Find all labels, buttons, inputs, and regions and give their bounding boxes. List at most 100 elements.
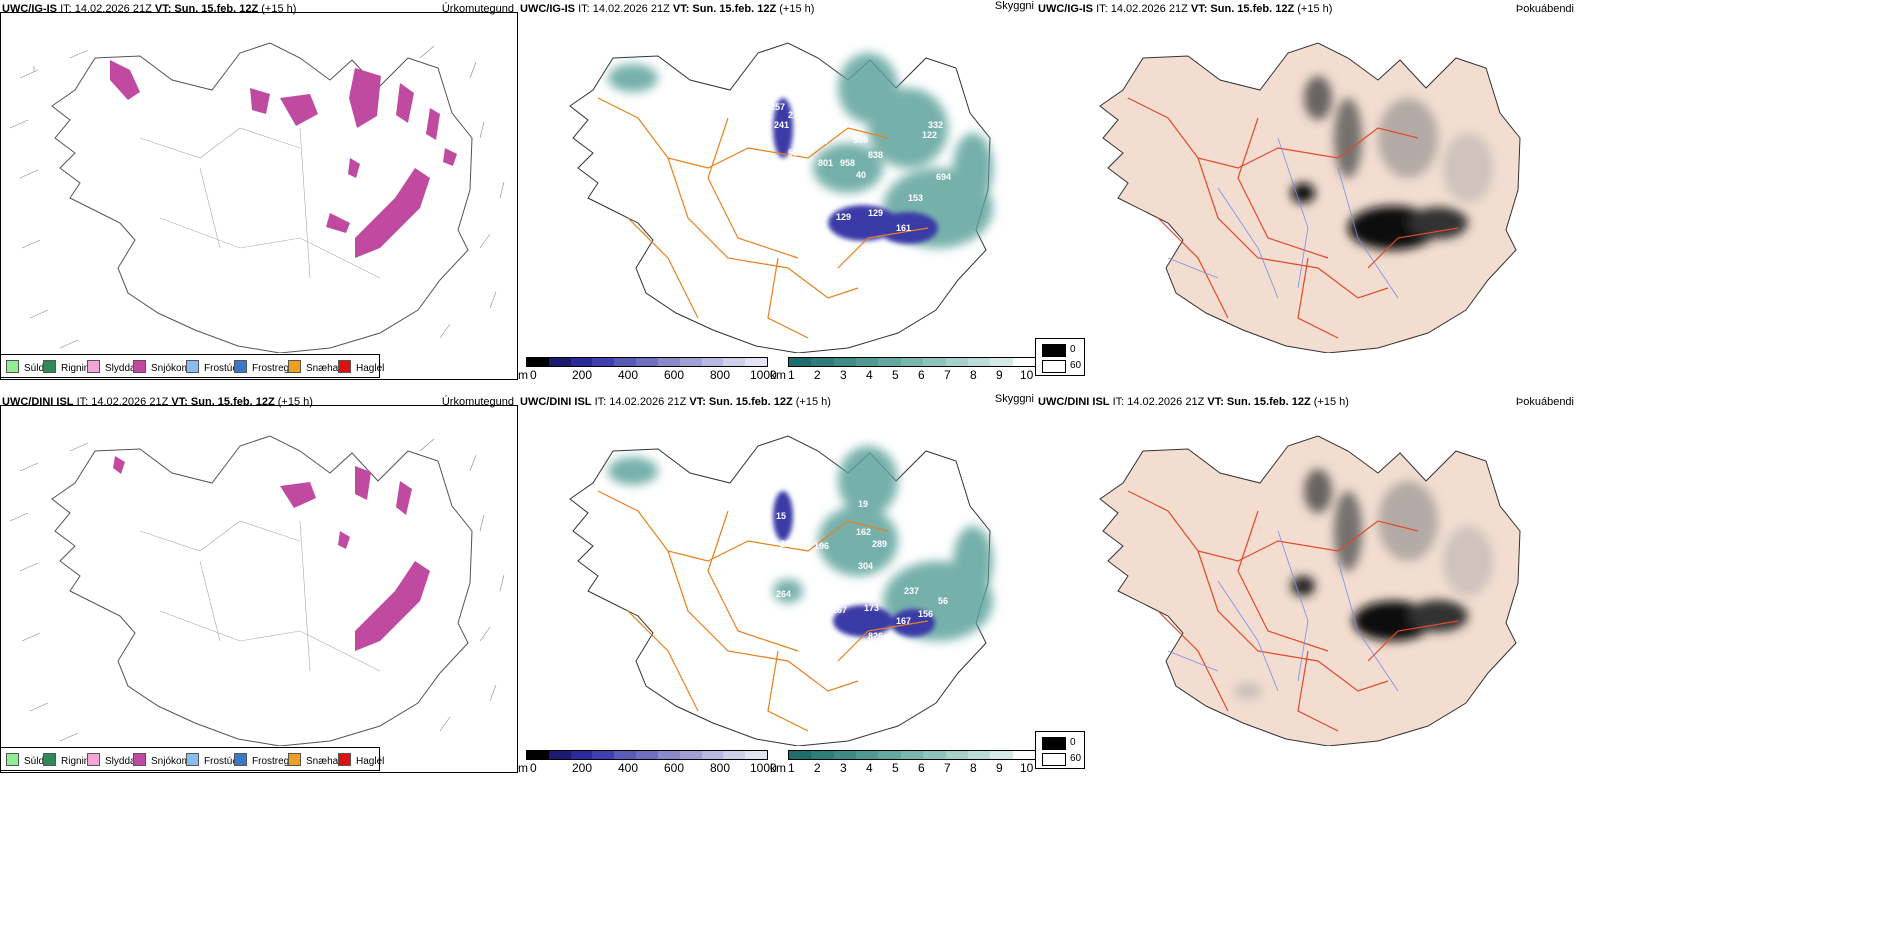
colorbar-segment bbox=[856, 358, 879, 366]
colorbar-segment bbox=[789, 751, 812, 759]
legend-item-snaehagl: Snæhagl bbox=[288, 753, 346, 767]
svg-text:56: 56 bbox=[938, 596, 948, 606]
colorbar-segment bbox=[570, 358, 593, 366]
svg-text:241: 241 bbox=[774, 120, 789, 130]
visibility-unit: km bbox=[770, 368, 786, 380]
fog-areas bbox=[1291, 76, 1493, 250]
svg-text:129: 129 bbox=[836, 212, 851, 222]
fog-legend-bottom: 0 60 bbox=[1035, 731, 1085, 769]
panel-title: UWC/IG-IS IT: 14.02.2026 21Z VT: Sun. 15… bbox=[2, 3, 297, 15]
colorbar-segment bbox=[592, 751, 615, 759]
colorbar-segment bbox=[811, 751, 834, 759]
variable-label: Úrkomutegund bbox=[441, 396, 514, 408]
svg-text:826: 826 bbox=[868, 631, 883, 641]
colorbar-segment bbox=[1012, 751, 1035, 759]
colorbar-segment bbox=[527, 751, 549, 759]
colorbar-segment bbox=[636, 358, 658, 366]
svg-text:838: 838 bbox=[868, 150, 883, 160]
variable-label: Úrkomutegund bbox=[441, 3, 514, 15]
ceiling-colorbar: m 0 200 400 600 800 1000 bbox=[518, 750, 777, 773]
colorbar-segment bbox=[657, 358, 680, 366]
svg-text:153: 153 bbox=[908, 193, 923, 203]
colorbar-segment bbox=[967, 751, 991, 759]
fog-indicator-map bbox=[1099, 435, 1521, 746]
svg-text:157: 157 bbox=[930, 505, 945, 515]
svg-text:167: 167 bbox=[832, 605, 847, 615]
colorbar-segment bbox=[570, 751, 593, 759]
svg-text:116: 116 bbox=[922, 519, 937, 529]
precip-legend: Súld Rigning Slydda Snjókoma Frostúði Fr… bbox=[0, 747, 384, 771]
svg-text:173: 173 bbox=[864, 603, 879, 613]
colorbar-segment bbox=[945, 358, 968, 366]
road-network bbox=[597, 97, 929, 339]
panel-title: UWC/IG-IS IT: 14.02.2026 21Z VT: Sun. 15… bbox=[1038, 3, 1333, 15]
svg-text:129: 129 bbox=[868, 208, 883, 218]
svg-text:958: 958 bbox=[840, 158, 855, 168]
legend-item-snjokoma: Snjókoma bbox=[133, 360, 195, 374]
low-ceiling-areas bbox=[773, 98, 938, 244]
panel-fog-top: UWC/IG-IS IT: 14.02.2026 21Z VT: Sun. 15… bbox=[1038, 0, 1574, 380]
legend-item-sudl: Súld bbox=[6, 753, 44, 767]
svg-text:156: 156 bbox=[918, 609, 933, 619]
svg-text:66: 66 bbox=[818, 136, 828, 146]
svg-text:694: 694 bbox=[936, 172, 951, 182]
colorbar-segment bbox=[527, 358, 549, 366]
legend-item-rigning: Rigning bbox=[43, 360, 95, 374]
colorbar-segment bbox=[614, 751, 637, 759]
visibility-colorbar: km 1 2 3 4 5 6 7 8 9 10 bbox=[770, 750, 1036, 773]
panel-title: UWC/IG-IS IT: 14.02.2026 21Z VT: Sun. 15… bbox=[520, 3, 815, 15]
colorbar-segment bbox=[967, 358, 991, 366]
legend-item-slydda: Slydda bbox=[87, 360, 136, 374]
colorbar-segment bbox=[878, 358, 901, 366]
legend-item-haglel: Haglél bbox=[338, 360, 384, 374]
colorbar-segment bbox=[833, 751, 857, 759]
colorbar-segment bbox=[723, 751, 746, 759]
colorbar-segment bbox=[723, 358, 746, 366]
panel-precip-type-bottom: UWC/DINI ISL IT: 14.02.2026 21Z VT: Sun.… bbox=[0, 393, 518, 773]
colorbar-segment bbox=[833, 358, 857, 366]
variable-label: Þokuábendi bbox=[1515, 396, 1574, 408]
svg-text:19: 19 bbox=[858, 499, 868, 509]
colorbar-segment bbox=[745, 751, 767, 759]
colorbar-segment bbox=[657, 751, 680, 759]
svg-text:17: 17 bbox=[818, 481, 828, 491]
svg-text:801: 801 bbox=[818, 158, 833, 168]
svg-text:226: 226 bbox=[774, 198, 789, 208]
svg-text:15: 15 bbox=[776, 511, 786, 521]
svg-text:196: 196 bbox=[814, 541, 829, 551]
legend-item-snaehagl: Snæhagl bbox=[288, 360, 346, 374]
svg-text:40: 40 bbox=[856, 170, 866, 180]
panel-precip-type-top: UWC/IG-IS IT: 14.02.2026 21Z VT: Sun. 15… bbox=[0, 0, 518, 380]
colorbar-segment bbox=[636, 751, 658, 759]
legend-item-slydda: Slydda bbox=[87, 753, 136, 767]
svg-text:20: 20 bbox=[786, 190, 796, 200]
colorbar-segment bbox=[900, 358, 924, 366]
panel-fog-bottom: UWC/DINI ISL IT: 14.02.2026 21Z VT: Sun.… bbox=[1038, 393, 1574, 773]
variable-label: Skyggni bbox=[994, 393, 1034, 405]
colorbar-segment bbox=[878, 751, 901, 759]
colorbar-segment bbox=[614, 358, 637, 366]
legend-item-frostudi: Frostúði bbox=[186, 753, 240, 767]
panel-title: UWC/DINI ISL IT: 14.02.2026 21Z VT: Sun.… bbox=[520, 396, 831, 408]
svg-text:27: 27 bbox=[788, 110, 798, 120]
visibility-colorbar: km 1 2 3 4 5 6 7 8 9 10 bbox=[770, 357, 1036, 380]
panel-visibility-bottom: UWC/DINI ISL IT: 14.02.2026 21Z VT: Sun.… bbox=[518, 393, 1038, 773]
precip-legend: Súld Rigning Slydda Snjókoma Frostúði Fr… bbox=[0, 354, 384, 378]
svg-text:257: 257 bbox=[770, 102, 785, 112]
colorbar-segment bbox=[745, 358, 767, 366]
colorbar-segment bbox=[990, 751, 1013, 759]
colorbar-segment bbox=[548, 751, 571, 759]
panel-title: UWC/DINI ISL IT: 14.02.2026 21Z VT: Sun.… bbox=[2, 396, 313, 408]
svg-text:264: 264 bbox=[776, 589, 791, 599]
ceiling-colorbar: m 0 200 400 600 800 1000 bbox=[518, 357, 777, 380]
colorbar-segment bbox=[811, 358, 834, 366]
river-network bbox=[1167, 137, 1399, 299]
colorbar-segment bbox=[990, 358, 1013, 366]
colorbar-segment bbox=[679, 751, 702, 759]
svg-text:161: 161 bbox=[896, 223, 911, 233]
visibility-map: 17 15 207 196 19 162 289 157 116 304 264 167 1… bbox=[569, 435, 993, 746]
legend-item-rigning: Rigning bbox=[43, 753, 95, 767]
svg-text:509: 509 bbox=[853, 135, 868, 145]
